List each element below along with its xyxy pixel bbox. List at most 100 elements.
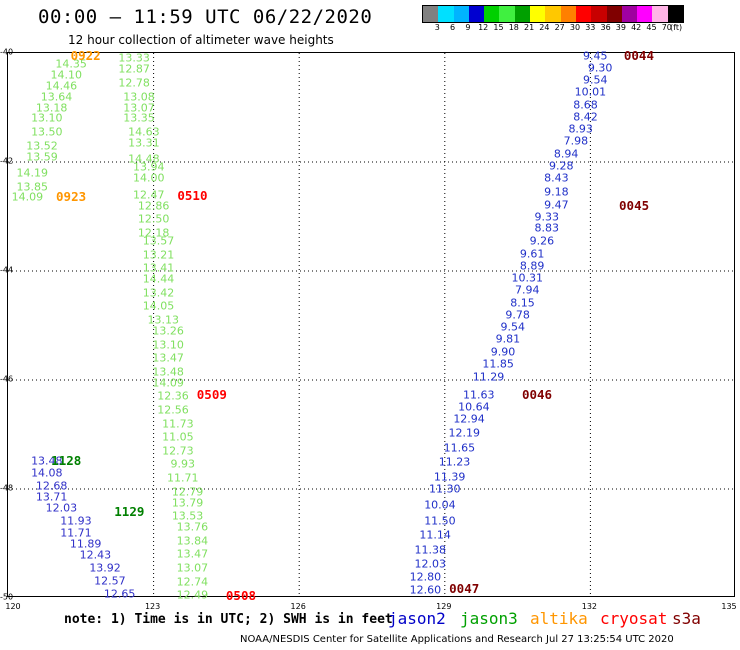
swh-value: 12.47 bbox=[132, 188, 165, 202]
swh-value: 13.26 bbox=[152, 324, 184, 338]
page-title: 00:00 – 11:59 UTC 06/22/2020 bbox=[38, 6, 373, 28]
swh-value: 9.81 bbox=[495, 332, 521, 346]
swh-value: 9.54 bbox=[500, 320, 525, 334]
swh-value: 13.94 bbox=[132, 160, 165, 174]
satellite-name: jason2 bbox=[388, 609, 446, 628]
swh-value: 12.94 bbox=[453, 412, 485, 426]
legend-label: 21 bbox=[524, 23, 535, 32]
swh-value: 13.47 bbox=[176, 547, 209, 561]
legend-swatch bbox=[591, 6, 607, 22]
legend-swatch bbox=[621, 6, 638, 22]
legend-swatch bbox=[545, 6, 561, 22]
swh-value: 9.93 bbox=[170, 457, 195, 471]
legend-label: 6 bbox=[450, 23, 456, 32]
lon-tick-label: 129 bbox=[436, 602, 452, 611]
swh-value: 11.50 bbox=[424, 514, 456, 528]
swh-value: 14.05 bbox=[142, 299, 175, 313]
swh-value: 9.26 bbox=[529, 234, 555, 248]
legend-label: 15 bbox=[493, 23, 504, 32]
swh-value: 11.93 bbox=[60, 514, 92, 528]
swh-value: 12.80 bbox=[409, 570, 442, 584]
swh-value: 12.68 bbox=[35, 479, 68, 493]
swh-value: 12.79 bbox=[171, 485, 204, 499]
swh-value: 12.73 bbox=[162, 444, 194, 458]
pass-time-label: 0508 bbox=[225, 587, 257, 603]
pass-time-label: 0510 bbox=[177, 188, 208, 204]
pass-time-label: 0045 bbox=[619, 197, 650, 213]
swh-value: 11.30 bbox=[429, 482, 461, 496]
legend-label: 39 bbox=[615, 23, 626, 32]
swh-value: 9.54 bbox=[583, 73, 608, 87]
swh-value: 14.09 bbox=[152, 376, 184, 390]
legend-swatch bbox=[514, 6, 531, 22]
pass-time-label: 1128 bbox=[51, 452, 82, 468]
swh-value: 13.42 bbox=[142, 286, 175, 300]
swh-value: 7.98 bbox=[563, 134, 589, 148]
swh-value: 8.42 bbox=[573, 110, 598, 124]
swh-value: 13.35 bbox=[123, 111, 155, 125]
swh-value: 12.18 bbox=[137, 226, 170, 240]
map-plot-area: 14.35 14.10 14.46 13.64 13.18 13.10 13.50 13.52… bbox=[7, 47, 735, 602]
swh-value: 11.05 bbox=[162, 430, 194, 444]
lat-tick-label: -40 bbox=[0, 47, 14, 57]
swh-value: 9.28 bbox=[549, 159, 574, 173]
legend-swatch bbox=[606, 6, 622, 22]
pass-time-label: 0922 bbox=[70, 47, 101, 63]
swh-value: 11.38 bbox=[414, 543, 446, 557]
satellite-name: s3a bbox=[672, 609, 701, 628]
swh-value: 14.46 bbox=[45, 79, 78, 93]
satellite-name: altika bbox=[530, 609, 588, 628]
swh-value: 12.50 bbox=[137, 212, 170, 226]
swh-value: 13.85 bbox=[16, 180, 49, 194]
legend-label: 30 bbox=[569, 23, 581, 32]
grid-lines bbox=[8, 53, 734, 596]
swh-value: 12.60 bbox=[409, 583, 442, 597]
swh-value: 10.01 bbox=[574, 85, 607, 99]
swh-value: 8.68 bbox=[573, 98, 598, 112]
swh-value: 8.83 bbox=[534, 221, 559, 235]
lat-tick-label: -50 bbox=[0, 592, 14, 602]
pass-time-label: 0044 bbox=[623, 47, 654, 63]
swh-value: 9.90 bbox=[490, 345, 516, 359]
legend-swatch bbox=[637, 6, 653, 22]
swh-value: 13.48 bbox=[31, 454, 63, 468]
legend-label: 45 bbox=[646, 23, 657, 32]
swh-value: 14.35 bbox=[55, 57, 87, 71]
swh-value: 8.93 bbox=[568, 122, 593, 136]
swh-value: 11.14 bbox=[419, 528, 451, 542]
swh-value: 13.64 bbox=[40, 90, 73, 104]
legend-label: 42 bbox=[631, 23, 642, 32]
satellite-name: jason3 bbox=[460, 609, 518, 628]
satellite-name: cryosat bbox=[600, 609, 668, 628]
swh-value: 13.10 bbox=[152, 338, 184, 352]
legend-label: 33 bbox=[585, 23, 596, 32]
swh-value: 12.65 bbox=[103, 587, 136, 601]
legend-swatch bbox=[530, 6, 546, 22]
swh-value: 11.65 bbox=[443, 441, 476, 455]
swh-value: 13.31 bbox=[128, 136, 160, 150]
color-legend bbox=[422, 5, 685, 23]
swh-value: 11.85 bbox=[482, 357, 514, 371]
legend-swatch bbox=[453, 6, 469, 22]
swh-value: 12.43 bbox=[79, 548, 112, 562]
swh-value: 13.48 bbox=[152, 365, 184, 379]
swh-value: 14.00 bbox=[132, 171, 165, 185]
swh-value: 13.52 bbox=[26, 139, 58, 153]
legend-label: 9 bbox=[465, 23, 471, 32]
credit-line: NOAA/NESDIS Center for Satellite Applica… bbox=[240, 634, 674, 645]
swh-value: 11.89 bbox=[69, 537, 102, 550]
swh-value: 12.86 bbox=[137, 199, 170, 213]
swh-value: 9.30 bbox=[587, 61, 613, 75]
lat-tick-label: -44 bbox=[0, 265, 14, 275]
swh-value: 13.21 bbox=[142, 248, 175, 262]
legend-swatch bbox=[560, 6, 576, 22]
swh-value: 12.87 bbox=[118, 62, 150, 76]
swh-value: 9.33 bbox=[534, 210, 559, 223]
swh-value: 12.57 bbox=[94, 574, 126, 588]
swh-value: 13.08 bbox=[123, 90, 155, 104]
swh-value: 10.04 bbox=[424, 498, 456, 512]
swh-value: 13.41 bbox=[142, 261, 175, 275]
swh-value: 9.45 bbox=[583, 49, 608, 63]
swh-value: 11.71 bbox=[166, 471, 199, 485]
legend-swatch bbox=[652, 6, 668, 22]
